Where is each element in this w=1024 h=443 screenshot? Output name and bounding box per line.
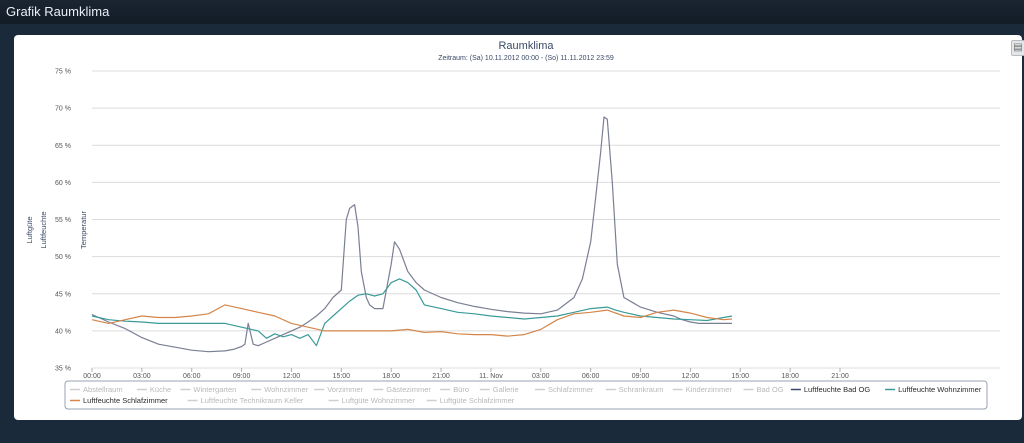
series-line-3 bbox=[91, 304, 733, 337]
legend-item[interactable]: Bad OG bbox=[757, 385, 784, 394]
chart-export-icon[interactable]: ▤ bbox=[1011, 40, 1024, 56]
y-tick-label: 50 % bbox=[55, 254, 71, 261]
legend-item[interactable]: Luftfeuchte Bad OG bbox=[804, 385, 870, 394]
legend-item[interactable]: Luftgüte Schlafzimmer bbox=[440, 396, 515, 405]
x-tick-label: 21:00 bbox=[432, 373, 450, 380]
x-tick-label: 15:00 bbox=[333, 373, 351, 380]
series-line-1 bbox=[91, 116, 732, 353]
y-tick-label: 40 % bbox=[55, 328, 71, 335]
chart-series bbox=[91, 116, 733, 353]
legend-item[interactable]: Kinderzimmer bbox=[686, 385, 733, 394]
legend-item[interactable]: Luftfeuchte Schlafzimmer bbox=[83, 396, 168, 405]
legend-item[interactable]: Gallerie bbox=[493, 385, 519, 394]
x-tick-label: 00:00 bbox=[83, 373, 101, 380]
chart-legend: Abstellraum Küche Wintergarten Wohnzimmer Vo… bbox=[64, 380, 988, 410]
x-tick-label: 11. Nov bbox=[479, 373, 503, 380]
x-tick-label: 12:00 bbox=[682, 373, 700, 380]
y-tick-label: 55 % bbox=[55, 217, 71, 224]
legend-item[interactable]: Abstellraum bbox=[83, 385, 123, 394]
x-tick-label: 21:00 bbox=[831, 373, 849, 380]
x-tick-label: 09:00 bbox=[632, 373, 650, 380]
legend-item[interactable]: Gästezimmer bbox=[386, 385, 431, 394]
y-axis-label-luftfeuchte: Luftfeuchte bbox=[39, 211, 48, 248]
chart-grid bbox=[92, 70, 1000, 369]
x-tick-label: 06:00 bbox=[183, 373, 201, 380]
y-axis-label-temperatur: Temperatur bbox=[79, 211, 88, 249]
x-tick-label: 18:00 bbox=[382, 373, 400, 380]
y-tick-label: 75 % bbox=[55, 69, 71, 76]
y-tick-label: 65 % bbox=[55, 143, 71, 150]
y-tick-label: 70 % bbox=[55, 106, 71, 113]
x-tick-label: 03:00 bbox=[133, 373, 151, 380]
legend-item[interactable]: Schrankraum bbox=[619, 385, 664, 394]
chart-panel bbox=[14, 35, 1022, 420]
legend-item[interactable]: Luftfeuchte Wohnzimmer bbox=[898, 385, 982, 394]
y-axis-label-luftguete: Luftgüte bbox=[25, 216, 34, 243]
legend-item[interactable]: Luftfeuchte Technikraum Keller bbox=[201, 396, 304, 405]
window-title: Grafik Raumklima bbox=[6, 4, 110, 19]
x-tick-label: 18:00 bbox=[781, 373, 799, 380]
x-tick-label: 12:00 bbox=[283, 373, 301, 380]
chart-title: Raumklima bbox=[498, 40, 554, 52]
legend-item[interactable]: Wintergarten bbox=[193, 385, 236, 394]
y-tick-label: 35 % bbox=[55, 366, 71, 373]
y-tick-label: 45 % bbox=[55, 291, 71, 298]
x-tick-label: 15:00 bbox=[732, 373, 750, 380]
x-tick-label: 06:00 bbox=[582, 373, 600, 380]
legend-item[interactable]: Wohnzimmer bbox=[264, 385, 309, 394]
legend-box bbox=[64, 380, 988, 410]
y-tick-label: 60 % bbox=[55, 180, 71, 187]
x-axis-ticks: 00:00 03:00 06:00 09:00 12:00 15:00 18:00 21:00… bbox=[83, 368, 849, 380]
y-axis-ticks: 35 % 40 % 45 % 50 % 55 % 60 % 65 % 70 % 75 % bbox=[55, 69, 71, 373]
legend-item[interactable]: Schlafzimmer bbox=[548, 385, 594, 394]
legend-item[interactable]: Luftgüte Wohnzimmer bbox=[342, 396, 416, 405]
x-tick-label: 09:00 bbox=[233, 373, 251, 380]
legend-item[interactable]: Küche bbox=[150, 385, 171, 394]
series-line-2 bbox=[91, 278, 733, 347]
chart-subtitle: Zeitraum: (Sa) 10.11.2012 00:00 - (So) 1… bbox=[438, 55, 614, 62]
x-tick-label: 03:00 bbox=[532, 373, 550, 380]
legend-item[interactable]: Büro bbox=[453, 385, 469, 394]
window-title-bar: Grafik Raumklima bbox=[0, 0, 1024, 24]
legend-item[interactable]: Vorzimmer bbox=[327, 385, 363, 394]
